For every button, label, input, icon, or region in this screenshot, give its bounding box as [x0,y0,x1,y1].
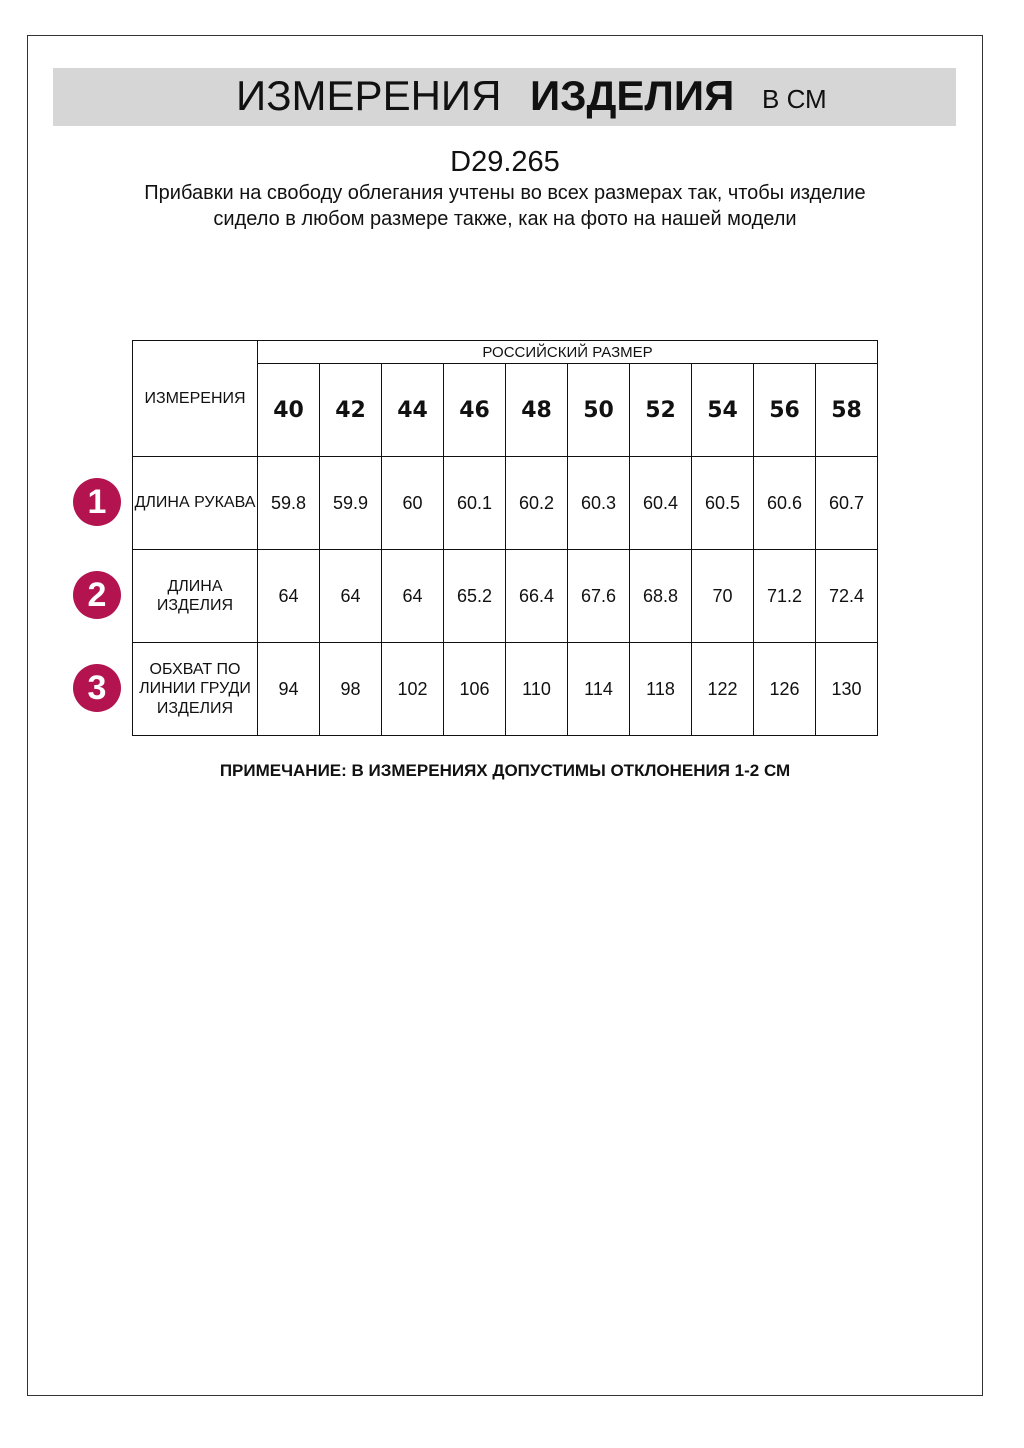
measurement-value: 60.1 [443,456,506,550]
measurement-value: 126 [753,642,816,736]
corner-label: ИЗМЕРЕНИЯ [132,340,258,457]
size-header: 52 [629,363,692,457]
measurement-value: 71.2 [753,549,816,643]
title-regular: ИЗМЕРЕНИЯ [236,72,502,119]
size-header: 46 [443,363,506,457]
size-header: 50 [567,363,630,457]
measurement-value: 70 [691,549,754,643]
measurement-label: ДЛИНА ИЗДЕЛИЯ [132,549,258,643]
measurement-value: 122 [691,642,754,736]
note: ПРИМЕЧАНИЕ: В ИЗМЕРЕНИЯХ ДОПУСТИМЫ ОТКЛО… [219,761,791,780]
size-header: 42 [319,363,382,457]
group-label: РОССИЙСКИЙ РАЗМЕР [257,340,878,364]
measurement-value: 59.8 [257,456,320,550]
table-row: ДЛИНА ИЗДЕЛИЯ 64 64 64 65.2 66.4 67.6 68.8 70 71.… [132,549,878,643]
measurement-value: 72.4 [815,549,878,643]
measurement-value: 94 [257,642,320,736]
size-header: 40 [257,363,320,457]
size-header: 54 [691,363,754,457]
measurement-value: 118 [629,642,692,736]
table-row: ОБХВАТ ПО ЛИНИИ ГРУДИ ИЗДЕЛИЯ 94 98 102 106 1… [132,642,878,736]
measurement-value: 68.8 [629,549,692,643]
row-number-badge: 1 [73,478,121,526]
measurement-value: 60.3 [567,456,630,550]
measurement-label: ДЛИНА РУКАВА [132,456,258,550]
measurement-value: 65.2 [443,549,506,643]
measurement-value: 60.7 [815,456,878,550]
size-header: 44 [381,363,444,457]
article-number: D29.265 [450,146,560,178]
measurement-value: 114 [567,642,630,736]
size-header: 48 [505,363,568,457]
measurement-value: 66.4 [505,549,568,643]
measurement-value: 60.6 [753,456,816,550]
size-table: ИЗМЕРЕНИЯ РОССИЙСКИЙ РАЗМЕР 40 42 44 46 48 50 52… [132,340,878,736]
measurement-value: 98 [319,642,382,736]
subtitle: Прибавки на свободу облегания учтены во … [144,182,866,230]
row-number-badge: 3 [73,664,121,712]
measurement-value: 64 [319,549,382,643]
measurement-value: 110 [505,642,568,736]
measurement-value: 106 [443,642,506,736]
title-bold: ИЗДЕЛИЯ [530,72,735,119]
measurement-value: 67.6 [567,549,630,643]
measurement-value: 60.5 [691,456,754,550]
measurement-value: 60.2 [505,456,568,550]
measurement-label: ОБХВАТ ПО ЛИНИИ ГРУДИ ИЗДЕЛИЯ [132,642,258,736]
measurement-value: 60 [381,456,444,550]
page-frame [27,35,983,1396]
measurement-value: 60.4 [629,456,692,550]
title-bar [53,68,956,126]
measurement-value: 102 [381,642,444,736]
table-row: ДЛИНА РУКАВА 59.8 59.9 60 60.1 60.2 60.3 60.4 60… [132,456,878,550]
measurement-value: 64 [381,549,444,643]
measurement-value: 64 [257,549,320,643]
measurement-value: 59.9 [319,456,382,550]
row-number-badge: 2 [73,571,121,619]
size-header: 58 [815,363,878,457]
measurement-value: 130 [815,642,878,736]
title-unit: В СМ [762,84,827,114]
size-header: 56 [753,363,816,457]
